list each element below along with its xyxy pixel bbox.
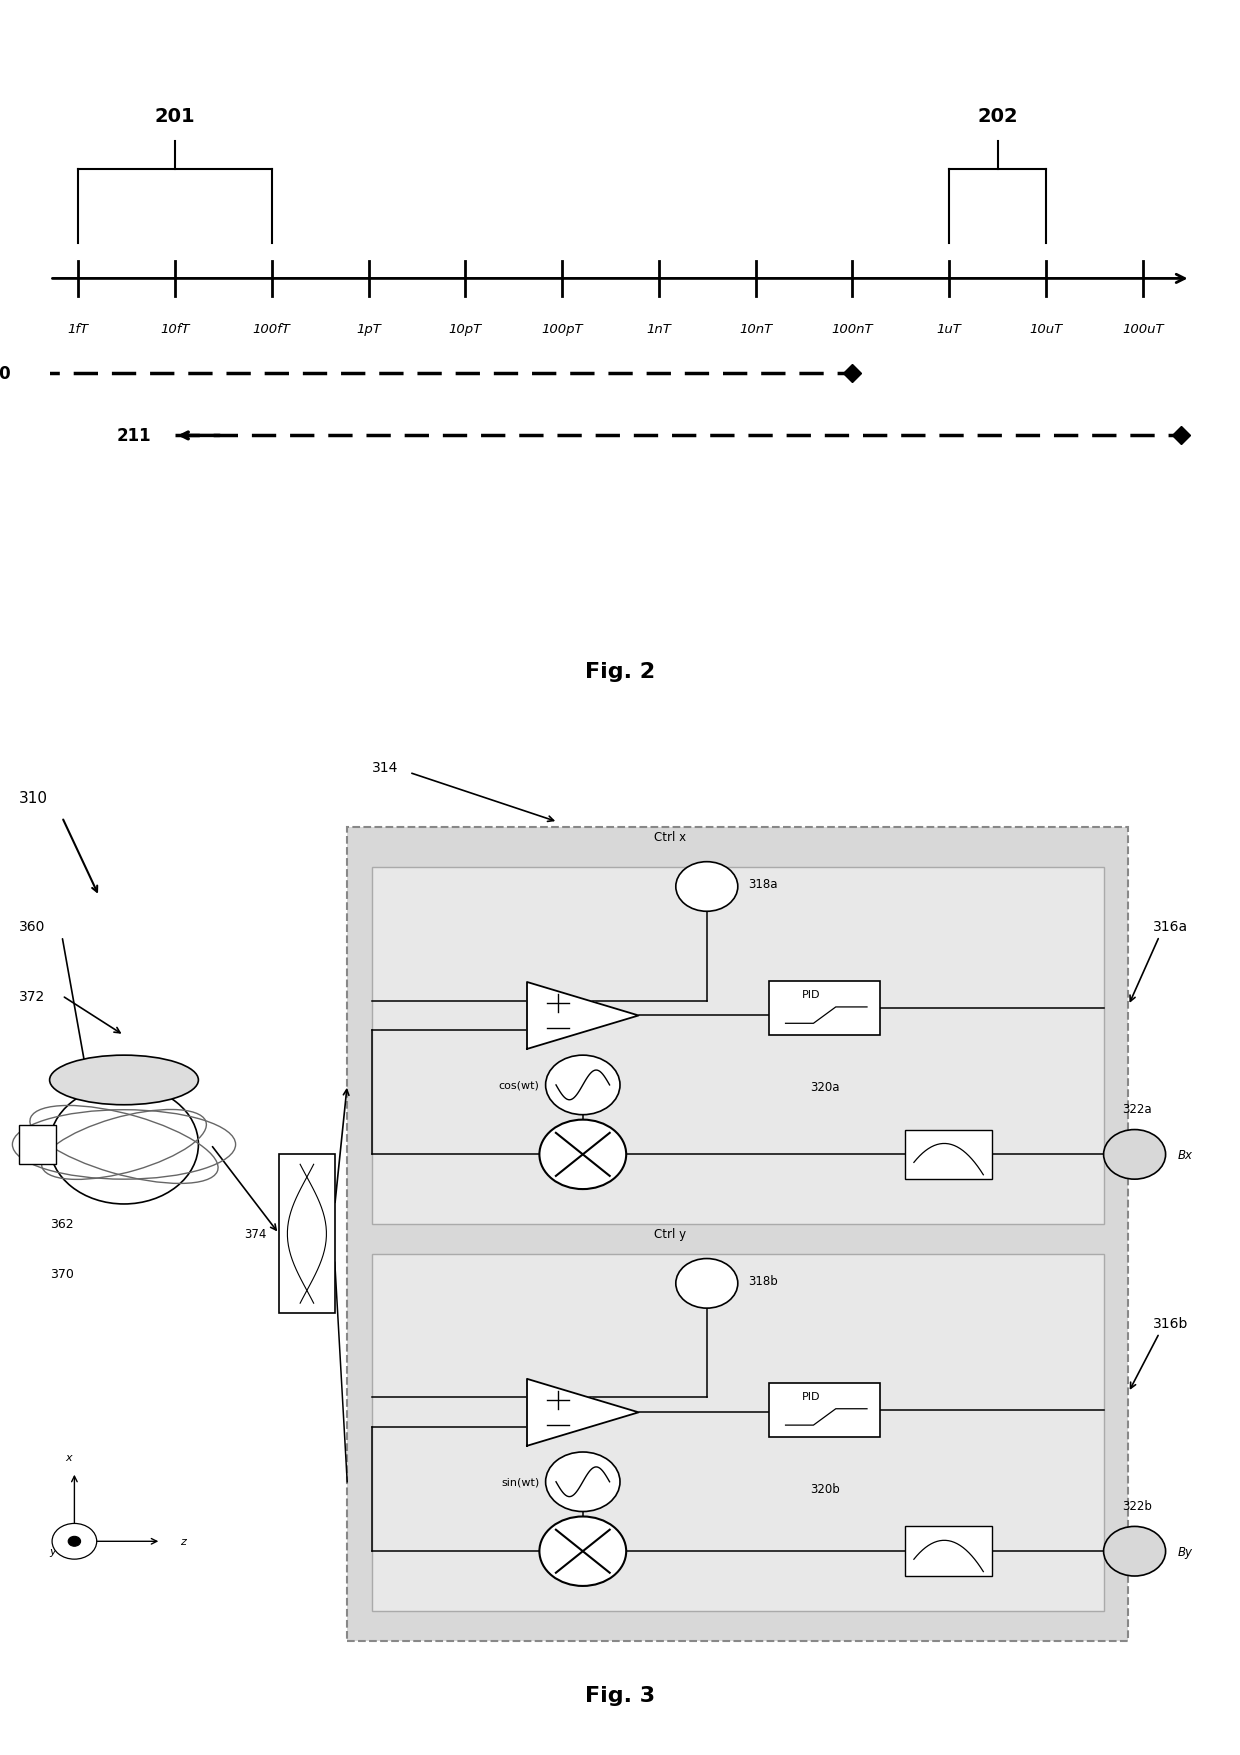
- Text: 100fT: 100fT: [253, 323, 290, 335]
- Circle shape: [50, 1085, 198, 1204]
- Text: 10pT: 10pT: [449, 323, 482, 335]
- Bar: [372, 1253, 1104, 1611]
- Bar: [279, 1155, 335, 1313]
- Text: 322b: 322b: [1122, 1499, 1152, 1511]
- Text: 10nT: 10nT: [739, 323, 773, 335]
- Bar: [769, 981, 880, 1035]
- Text: 1uT: 1uT: [937, 323, 962, 335]
- Text: z: z: [180, 1536, 186, 1546]
- Text: 202: 202: [977, 107, 1018, 126]
- Text: Fig. 2: Fig. 2: [585, 662, 655, 681]
- Polygon shape: [527, 983, 639, 1049]
- Circle shape: [546, 1451, 620, 1511]
- Text: 1nT: 1nT: [646, 323, 671, 335]
- Text: sin(wt): sin(wt): [501, 1478, 539, 1486]
- Text: Bx: Bx: [1178, 1148, 1193, 1162]
- Text: 1fT: 1fT: [67, 323, 89, 335]
- Circle shape: [52, 1523, 97, 1558]
- Text: Fig. 3: Fig. 3: [585, 1685, 655, 1706]
- Text: cos(wt): cos(wt): [498, 1081, 539, 1090]
- Circle shape: [1104, 1130, 1166, 1179]
- Text: 318a: 318a: [748, 878, 777, 890]
- Text: 317b: 317b: [556, 1486, 585, 1501]
- Text: 10fT: 10fT: [160, 323, 190, 335]
- Circle shape: [68, 1536, 81, 1546]
- Circle shape: [676, 862, 738, 913]
- Text: 362: 362: [50, 1218, 73, 1230]
- Text: x: x: [64, 1451, 72, 1462]
- Text: 314: 314: [372, 762, 398, 776]
- Text: 100nT: 100nT: [832, 323, 873, 335]
- Bar: [347, 828, 1128, 1641]
- Text: 320a: 320a: [810, 1081, 839, 1093]
- Text: 310: 310: [19, 790, 47, 806]
- Text: 211: 211: [117, 426, 151, 446]
- Polygon shape: [527, 1379, 639, 1446]
- Text: 316b: 316b: [1153, 1316, 1189, 1330]
- Text: 317a: 317a: [556, 1090, 585, 1104]
- Text: 1pT: 1pT: [356, 323, 381, 335]
- Text: PID: PID: [802, 1392, 821, 1402]
- Circle shape: [539, 1120, 626, 1190]
- Bar: [19, 1125, 56, 1165]
- Text: PID: PID: [802, 990, 821, 1000]
- Bar: [905, 1130, 992, 1179]
- Circle shape: [546, 1055, 620, 1114]
- Text: 316a: 316a: [1153, 920, 1188, 934]
- Text: 320b: 320b: [810, 1481, 839, 1495]
- Text: 10uT: 10uT: [1029, 323, 1063, 335]
- Circle shape: [1104, 1527, 1166, 1576]
- Text: 374: 374: [244, 1227, 267, 1241]
- Text: 372: 372: [19, 990, 45, 1004]
- Text: 100pT: 100pT: [542, 323, 583, 335]
- Bar: [769, 1383, 880, 1437]
- Text: 370: 370: [50, 1267, 73, 1279]
- Text: Ctrl x: Ctrl x: [653, 830, 686, 844]
- Text: Ctrl y: Ctrl y: [653, 1227, 686, 1241]
- Text: 322a: 322a: [1122, 1102, 1152, 1114]
- Bar: [905, 1527, 992, 1576]
- Text: By: By: [1178, 1544, 1193, 1558]
- Text: 201: 201: [155, 107, 195, 126]
- Ellipse shape: [50, 1055, 198, 1106]
- Text: y: y: [50, 1546, 56, 1557]
- Circle shape: [676, 1258, 738, 1309]
- Text: 210: 210: [0, 365, 11, 383]
- Text: 100uT: 100uT: [1122, 323, 1163, 335]
- Bar: [372, 867, 1104, 1225]
- Circle shape: [539, 1516, 626, 1587]
- Text: 360: 360: [19, 920, 45, 934]
- Text: 318b: 318b: [748, 1274, 777, 1286]
